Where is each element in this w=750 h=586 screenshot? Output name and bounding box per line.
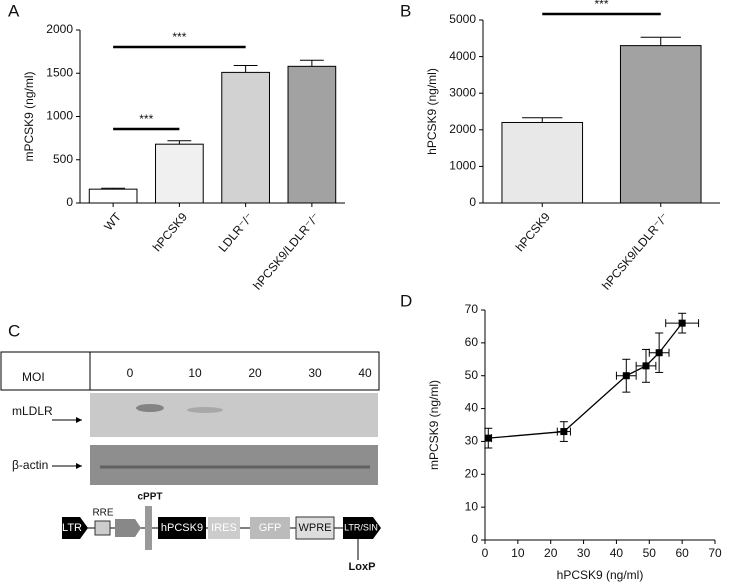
hpcsk9-box — [158, 517, 206, 539]
blot-ldlr — [90, 393, 378, 437]
panel-letter: B — [400, 1, 411, 20]
panel-letter: D — [400, 291, 412, 310]
bar — [221, 71, 270, 204]
point — [484, 434, 492, 442]
x-tick-label: 30 — [577, 546, 591, 560]
y-tick-label: 60 — [465, 335, 479, 349]
cppt — [145, 506, 152, 550]
bar — [287, 65, 337, 204]
significance-label: *** — [172, 30, 186, 44]
y-tick-label: 30 — [465, 434, 479, 448]
y-tick-label: 20 — [465, 466, 479, 480]
y-tick-label: 1500 — [46, 65, 73, 79]
x-tick-label: hPCSK9 — [150, 210, 191, 255]
vector-label: LTR/SIN — [344, 522, 378, 532]
point — [655, 349, 663, 357]
y-tick-label: 3000 — [449, 85, 476, 99]
x-tick-label: 60 — [675, 546, 689, 560]
y-tick-label: 2000 — [46, 22, 73, 36]
x-tick-label: hPCSK9 — [513, 210, 554, 255]
y-tick-label: 0 — [471, 532, 478, 546]
x-tick-label: hPCSK9/LDLR⁻/⁻ — [250, 210, 322, 293]
x-tick-label: LDLR⁻/⁻ — [216, 210, 257, 255]
vector-label: LTR — [62, 522, 82, 534]
moi-value: 10 — [188, 366, 202, 380]
y-axis-label: hPCSK9 (ng/ml) — [425, 68, 439, 155]
bar — [88, 188, 138, 204]
moi-header: MOI — [22, 370, 45, 384]
x-tick-label: WT — [101, 209, 124, 233]
gfp-box — [250, 517, 290, 539]
vector-label: RRE — [92, 508, 113, 519]
x-tick-label: 0 — [482, 546, 489, 560]
row-label: mLDLR — [12, 404, 53, 418]
moi-table — [0, 351, 380, 391]
y-axis-label: mPCSK9 (ng/ml) — [22, 71, 36, 161]
significance-label: *** — [594, 0, 608, 11]
blot-actin — [90, 445, 378, 485]
y-tick-label: 2000 — [449, 122, 476, 136]
y-tick-label: 4000 — [449, 49, 476, 63]
bar — [501, 121, 584, 204]
point — [642, 362, 650, 370]
arrow-head — [76, 463, 82, 469]
y-tick-label: 1000 — [46, 109, 73, 123]
x-tick-label: 10 — [511, 546, 525, 560]
moi-value: 20 — [248, 366, 262, 380]
bar — [619, 45, 702, 204]
bar — [155, 143, 204, 204]
y-tick-label: 500 — [53, 152, 73, 166]
vector-label: hPCSK9 — [161, 522, 203, 534]
x-tick-label: 50 — [643, 546, 657, 560]
ltr — [62, 517, 88, 539]
y-tick-label: 0 — [66, 195, 73, 209]
y-tick-label: 40 — [465, 401, 479, 415]
point — [678, 319, 686, 327]
pro — [115, 519, 141, 537]
moi-value: 30 — [308, 366, 322, 380]
vector-label: LoxP — [349, 561, 376, 573]
arrow-head — [76, 417, 82, 423]
x-axis-label: hPCSK9 (ng/ml) — [557, 568, 644, 582]
rre — [94, 520, 111, 536]
y-tick-label: 10 — [465, 499, 479, 513]
point — [560, 428, 568, 436]
x-tick-label: 70 — [708, 546, 722, 560]
vector-label: WPRE — [299, 522, 332, 534]
blot-band — [136, 404, 164, 412]
ltr-sin — [343, 517, 381, 539]
y-tick-label: 0 — [469, 195, 476, 209]
y-tick-label: 50 — [465, 368, 479, 382]
x-tick-label: 40 — [610, 546, 624, 560]
point — [622, 372, 630, 380]
data-line — [488, 322, 683, 439]
y-tick-label: 70 — [465, 302, 479, 316]
panel-letter: C — [8, 321, 20, 340]
blot-band — [187, 407, 223, 413]
wpre-box — [295, 516, 335, 540]
vector-label: cPPT — [137, 492, 162, 503]
vector-label: IRES — [211, 522, 237, 534]
moi-value: 40 — [358, 366, 372, 380]
moi-value: 0 — [127, 366, 134, 380]
significance-label: *** — [139, 112, 153, 126]
x-tick-label: 20 — [544, 546, 558, 560]
ires-box — [208, 517, 240, 539]
y-tick-label: 5000 — [449, 12, 476, 26]
row-label: β-actin — [12, 458, 48, 472]
panel-letter: A — [8, 1, 20, 20]
y-tick-label: 1000 — [449, 159, 476, 173]
y-axis-label: mPCSK9 (ng/ml) — [427, 380, 441, 470]
x-tick-label: hPCSK9/LDLR⁻/⁻ — [599, 210, 671, 293]
vector-label: GFP — [259, 522, 282, 534]
